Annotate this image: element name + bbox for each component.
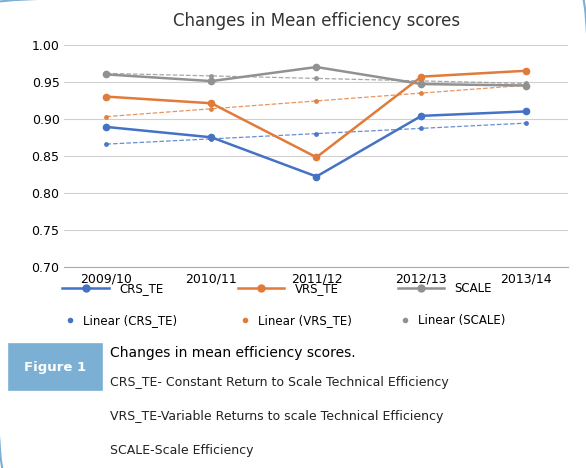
Text: VRS_TE-Variable Returns to scale Technical Efficiency: VRS_TE-Variable Returns to scale Technic… [110, 410, 444, 424]
Text: SCALE: SCALE [454, 282, 492, 295]
Text: Figure 1: Figure 1 [24, 361, 86, 373]
Text: CRS_TE- Constant Return to Scale Technical Efficiency: CRS_TE- Constant Return to Scale Technic… [110, 376, 449, 389]
Text: CRS_TE: CRS_TE [119, 282, 163, 295]
Text: VRS_TE: VRS_TE [294, 282, 338, 295]
FancyBboxPatch shape [9, 344, 102, 390]
Title: Changes in Mean efficiency scores: Changes in Mean efficiency scores [173, 12, 460, 30]
Text: Changes in mean efficiency scores.: Changes in mean efficiency scores. [110, 346, 356, 360]
Text: Linear (SCALE): Linear (SCALE) [418, 314, 506, 327]
Text: Linear (CRS_TE): Linear (CRS_TE) [83, 314, 177, 327]
Text: Linear (VRS_TE): Linear (VRS_TE) [258, 314, 352, 327]
Text: SCALE-Scale Efficiency: SCALE-Scale Efficiency [110, 445, 254, 457]
